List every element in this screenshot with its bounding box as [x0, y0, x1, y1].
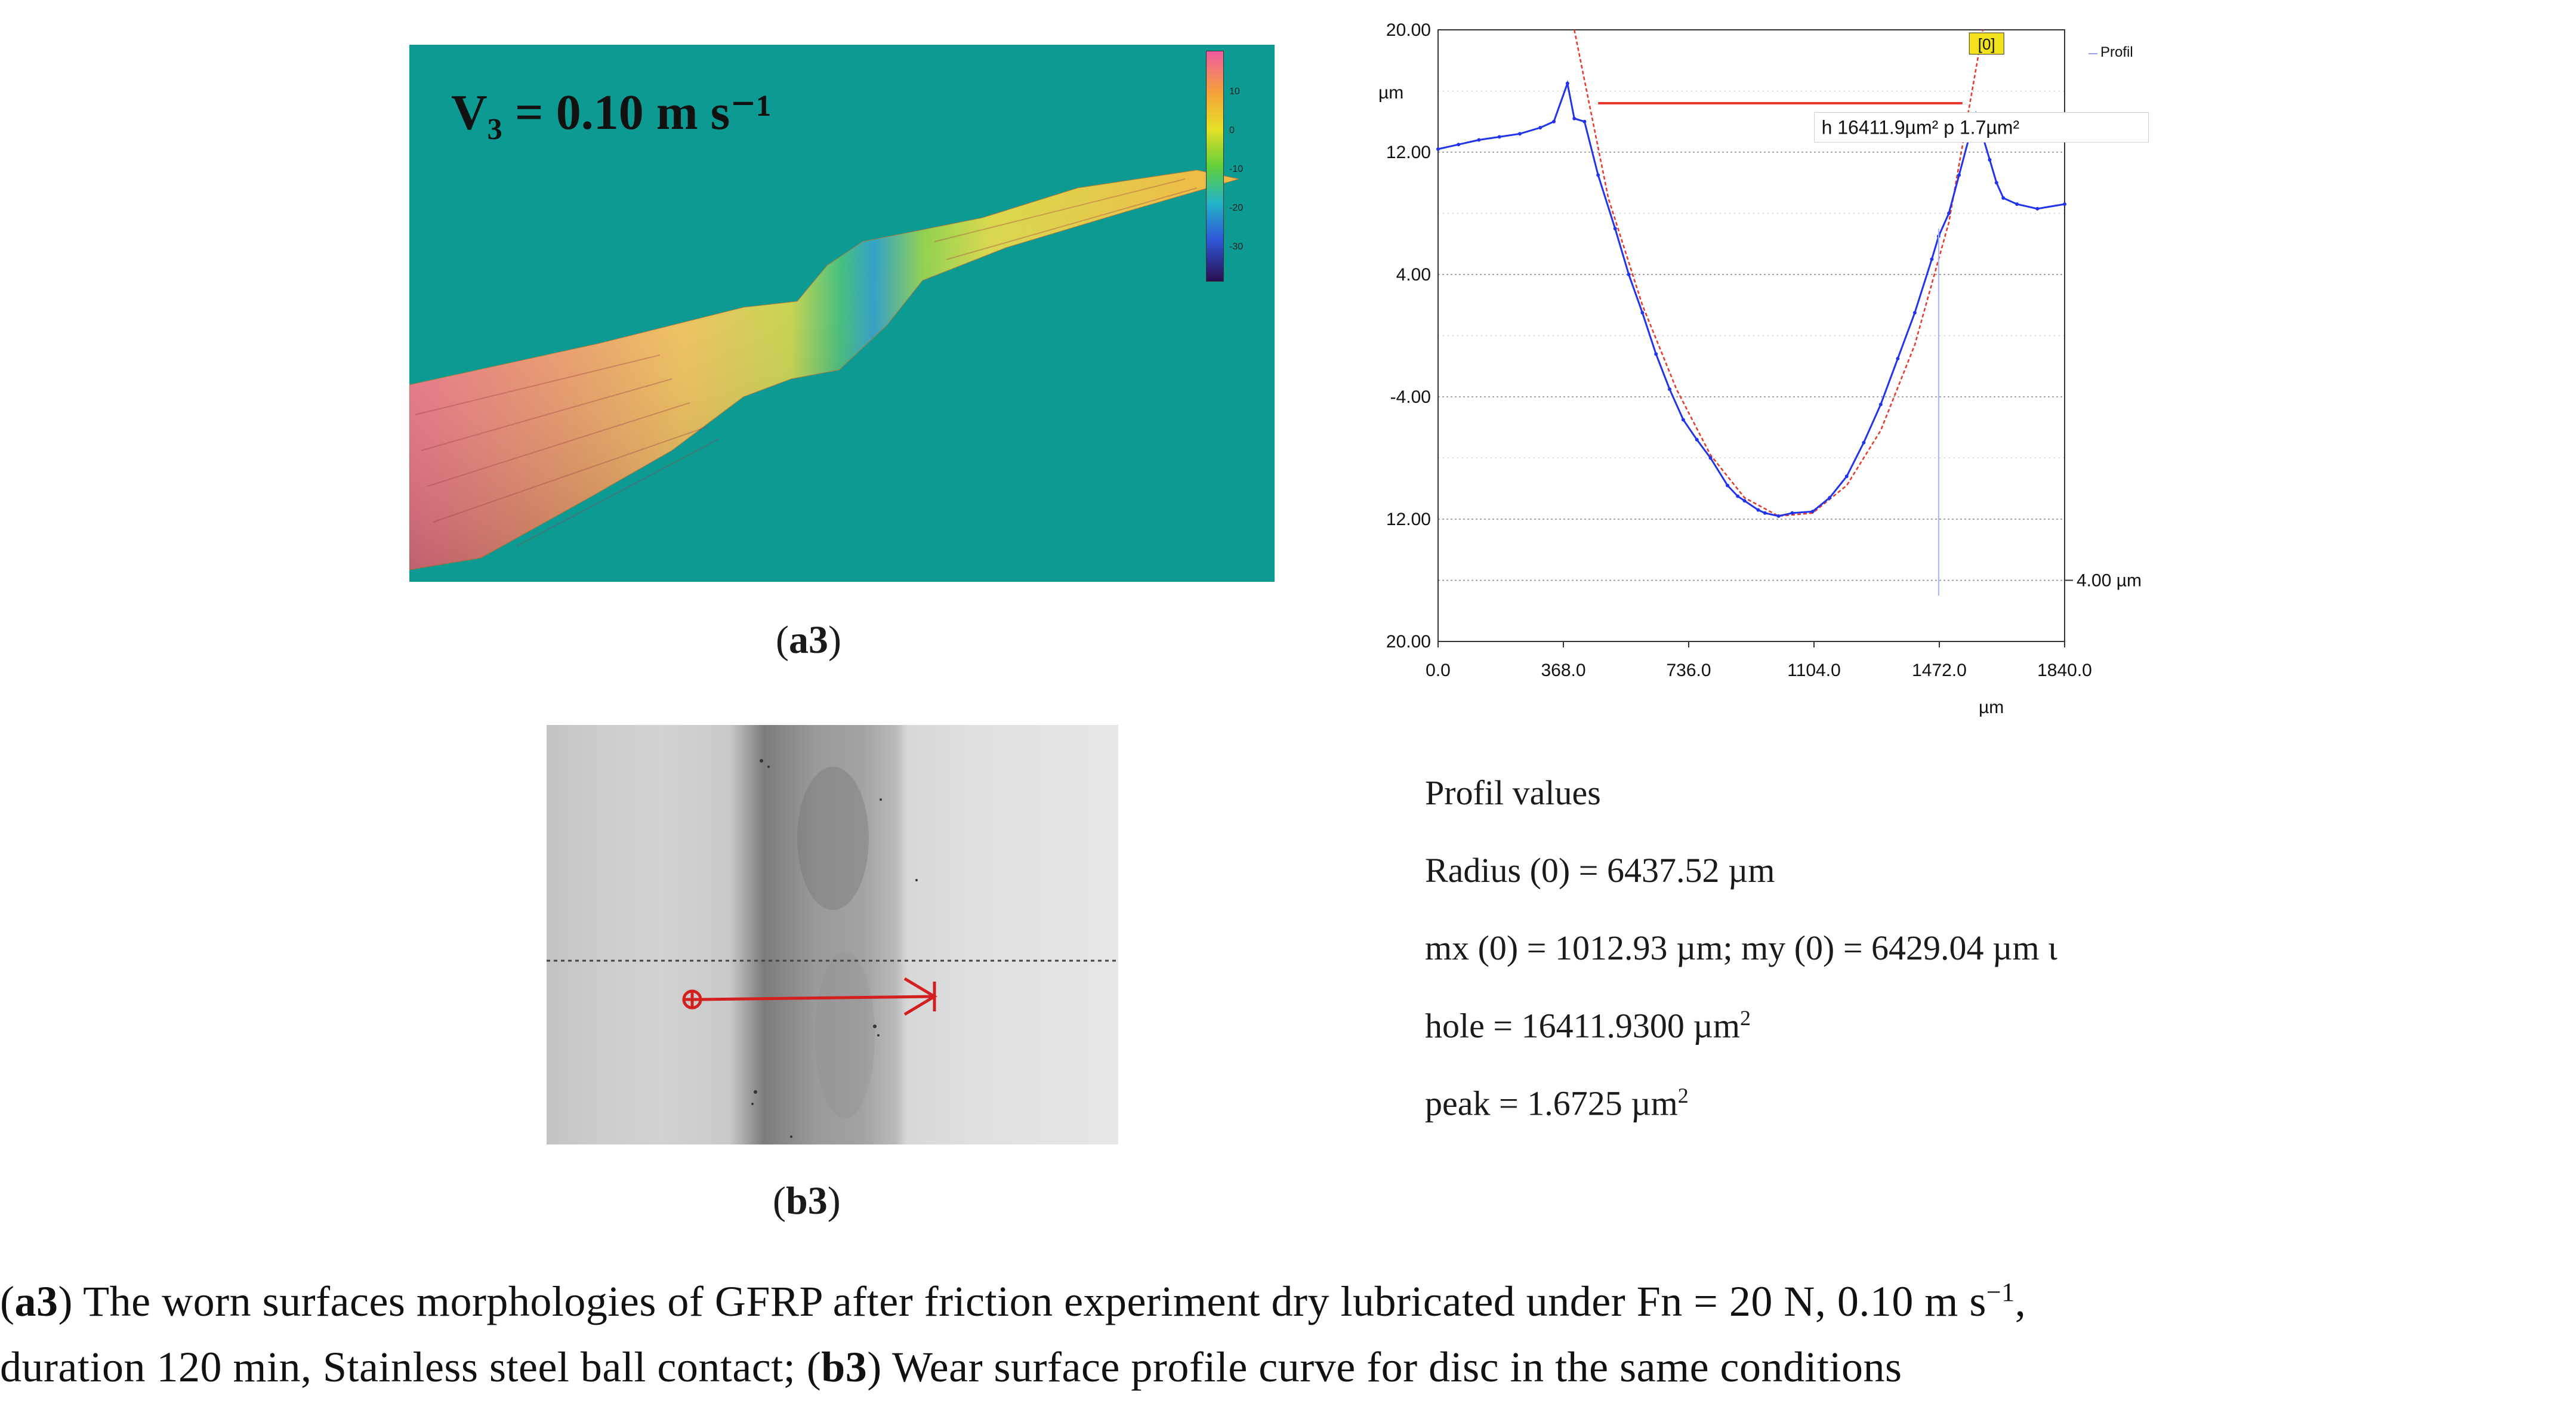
profile-data-point: [1726, 483, 1730, 488]
x-tick-label: 1104.0: [1787, 661, 1841, 680]
profile-data-point: [1763, 511, 1767, 515]
micrograph-overlay: [547, 759, 1118, 1138]
colorbar-tick: -10: [1229, 164, 1244, 174]
x-tick-label: 736.0: [1666, 661, 1711, 680]
y-tick-label: 12.00: [1386, 143, 1431, 162]
annotation-text: h 16411.9µm² p 1.7µm²: [1822, 116, 2020, 138]
profile-data-point: [1736, 494, 1740, 498]
profile-data-point: [1596, 173, 1600, 177]
profile-values-title: Profil values: [1425, 773, 1601, 812]
profile-data-point: [1497, 135, 1501, 139]
figure-caption-line-2: duration 120 min, Stainless steel ball c…: [0, 1343, 1902, 1391]
panel-label-a3: (a3): [776, 618, 841, 662]
velocity-label: V₃ = 0.10 m s⁻¹: [451, 85, 772, 140]
profile-data-point: [1828, 496, 1832, 500]
y-tick-label: 4.00: [1396, 265, 1431, 285]
colorbar-tick: -20: [1229, 203, 1244, 213]
annotation-box: [1814, 112, 2149, 143]
profile-data-point: [1756, 508, 1760, 512]
profile-data-point: [1742, 499, 1747, 503]
profile-data-point: [1457, 143, 1461, 147]
fit-circle-line: [1574, 29, 1984, 517]
profile-data-point: [1613, 227, 1617, 231]
profile-data-point: [1654, 352, 1658, 356]
x-tick-label: 1840.0: [2037, 661, 2092, 680]
profile-data-point: [1844, 474, 1849, 479]
profile-radius: Radius (0) = 6437.52 µm: [1425, 851, 1775, 890]
profile-peak: peak = 1.6725 µm2: [1425, 1084, 1689, 1123]
profile-data-point: [1572, 116, 1577, 121]
profile-data-point: [2035, 206, 2040, 211]
measurement-arrow: [682, 977, 937, 1016]
surface-3d-image: V₃ = 0.10 m s⁻¹ 10 0 -10 -20 -30: [409, 45, 1275, 582]
marker-label: [0]: [1978, 35, 1995, 53]
profile-data-point: [1776, 514, 1781, 518]
profile-data-point: [1862, 440, 1866, 445]
wear-track-micrograph: [547, 725, 1118, 1144]
plot-frame: [1437, 29, 2065, 642]
x-tick-label: 0.0: [1426, 661, 1451, 680]
profile-data-point: [1695, 437, 1699, 442]
profile-mx-my: mx (0) = 1012.93 µm; my (0) = 6429.04 µm…: [1425, 928, 2057, 967]
profile-data-point: [1878, 402, 1883, 406]
profile-data-point: [2063, 202, 2066, 206]
profile-data-point: [1708, 456, 1713, 460]
y-tick-label: 20.00: [1386, 20, 1431, 40]
x-tick-label: 368.0: [1541, 661, 1585, 680]
color-scale-bar: [1206, 51, 1224, 282]
figure-caption-line-1: (a3) The worn surfaces morphologies of G…: [0, 1278, 2026, 1325]
profile-data-point: [1552, 119, 1556, 124]
profile-series-line: [1437, 80, 2065, 517]
y-tick-label: 20.00: [1386, 632, 1431, 652]
scale-label: 4.00 µm: [2077, 571, 2142, 591]
profile-data-point: [1988, 158, 1992, 162]
profile-data-point: [1640, 311, 1645, 315]
profile-data-point: [1896, 356, 1900, 360]
profile-data-point: [1668, 387, 1672, 391]
chart-gridlines: [1438, 91, 2065, 581]
x-axis-label: µm: [1979, 698, 2004, 717]
x-tick-label: 1472.0: [1912, 661, 1967, 680]
profile-data-point: [1582, 119, 1587, 124]
colorbar-tick: 0: [1229, 125, 1235, 135]
profile-data-point: [1681, 418, 1685, 422]
marker-badge: [1969, 32, 2004, 55]
profile-data-point: [1912, 311, 1917, 315]
profile-data-point: [1517, 132, 1522, 136]
colorbar-tick: -30: [1229, 242, 1244, 252]
colorbar-tick: 10: [1229, 87, 1240, 97]
profile-data-point: [1810, 510, 1815, 514]
profile-data-point: [1565, 81, 1569, 85]
profile-data-point: [1930, 257, 1934, 261]
profile-data-point: [2001, 196, 2006, 200]
profile-data-point: [1994, 181, 1998, 185]
panel-label-b3: (b3): [773, 1179, 841, 1223]
y-tick-label: 12.00: [1386, 510, 1431, 529]
profile-data-point: [1957, 173, 1961, 177]
profile-data-point: [1538, 126, 1542, 129]
profile-data-point: [2015, 202, 2019, 206]
profile-data-point: [1790, 511, 1794, 515]
profile-chart: [0] h 16411.9µm² p 1.7µm² 4.00 µm 20.00 12.…: [1378, 20, 2149, 717]
profile-data-point: [1436, 147, 1440, 151]
profile-hole: hole = 16411.9300 µm2: [1425, 1006, 1751, 1045]
profile-data-point: [1946, 211, 1951, 215]
y-tick-label: -4.00: [1390, 387, 1431, 407]
profile-data-point: [1477, 138, 1481, 142]
profile-data-point: [1627, 273, 1631, 276]
legend-entry: Profil: [2100, 44, 2133, 60]
surface-3d-render: [409, 169, 1239, 570]
y-axis-label: µm: [1378, 83, 1403, 103]
